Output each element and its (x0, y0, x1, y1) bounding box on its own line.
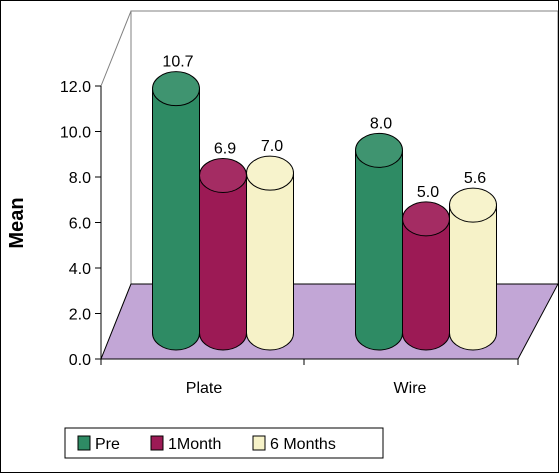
legend: Pre 1Month 6 Months (64, 427, 384, 459)
data-label: 10.7 (162, 54, 193, 71)
legend-box (64, 427, 384, 459)
bar-body (355, 149, 403, 351)
data-labels: 10.7 6.9 7.0 8.0 5.0 5.6 (162, 54, 486, 201)
y-tick-label: 2.0 (69, 307, 91, 324)
bar-1month-wire (402, 201, 450, 351)
bar-top (355, 132, 403, 168)
data-label: 8.0 (370, 115, 392, 132)
bar-body (199, 174, 247, 351)
bar-body (449, 204, 497, 351)
legend-swatch (150, 435, 164, 451)
data-label: 7.0 (261, 138, 283, 155)
bar-6-months-plate (246, 155, 294, 351)
bar-series (152, 71, 497, 351)
bar-top (199, 157, 247, 193)
legend-swatch (77, 435, 91, 451)
bar-body (402, 218, 450, 351)
legend-items: Pre 1Month 6 Months (77, 435, 336, 453)
legend-label: 1Month (168, 436, 221, 453)
data-label: 5.0 (417, 184, 439, 201)
y-axis-title: Mean (6, 197, 28, 248)
y-tick-label: 12.0 (60, 79, 91, 96)
legend-label: Pre (95, 436, 120, 453)
y-tick-label: 0.0 (69, 352, 91, 369)
bar-top (449, 187, 497, 223)
bar-top (402, 201, 450, 237)
category-label: Plate (186, 380, 223, 397)
bar-top (246, 155, 294, 191)
category-labels: Plate Wire (186, 380, 427, 397)
legend-label: 6 Months (270, 436, 336, 453)
category-label: Wire (394, 380, 427, 397)
bar-pre-plate (152, 71, 200, 351)
legend-swatch (252, 435, 266, 451)
bar-1month-plate (199, 157, 247, 351)
bar-top (152, 71, 200, 107)
y-tick-label: 10.0 (60, 125, 91, 142)
data-label: 6.9 (214, 140, 236, 157)
y-tick-label: 6.0 (69, 216, 91, 233)
bar-6-months-wire (449, 187, 497, 351)
data-label: 5.6 (464, 170, 486, 187)
bar-pre-wire (355, 132, 403, 351)
y-axis-ticks: 0.0 2.0 4.0 6.0 8.0 10.0 12.0 (60, 79, 101, 369)
y-tick-label: 4.0 (69, 261, 91, 278)
bar-body (152, 88, 200, 351)
y-tick-label: 8.0 (69, 170, 91, 187)
bar-body (246, 172, 294, 351)
